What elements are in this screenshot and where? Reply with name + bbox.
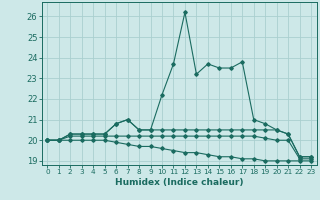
X-axis label: Humidex (Indice chaleur): Humidex (Indice chaleur) [115, 178, 244, 187]
